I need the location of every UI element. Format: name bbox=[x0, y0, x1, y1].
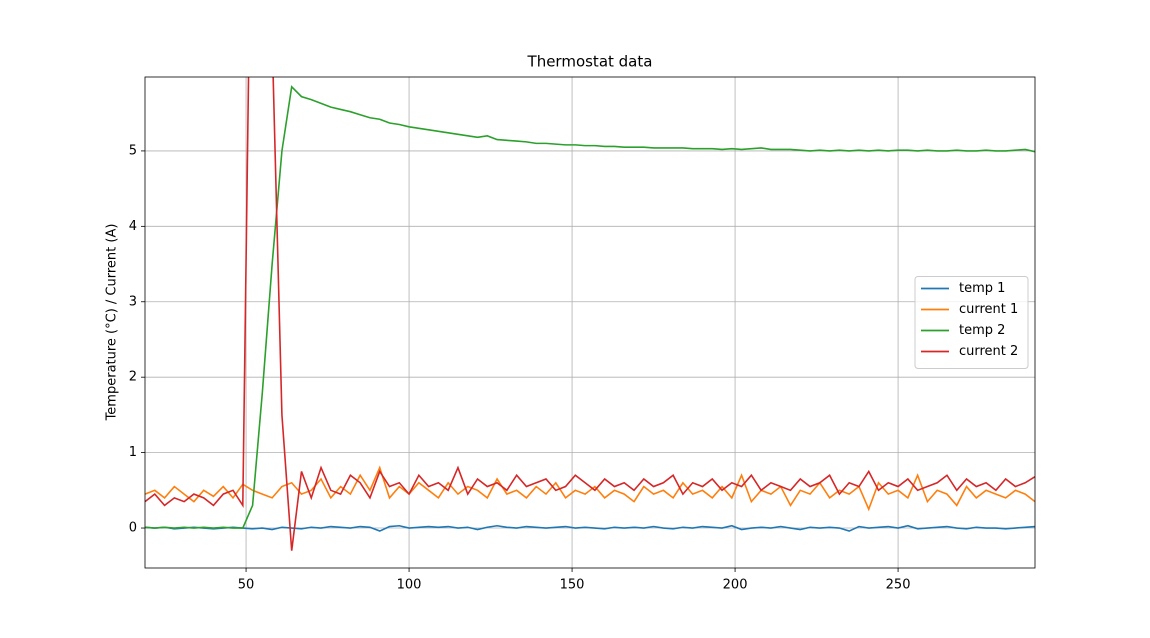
legend-label: current 1 bbox=[959, 302, 1018, 317]
y-tick-label: 3 bbox=[129, 294, 137, 309]
x-tick-label: 150 bbox=[560, 578, 585, 593]
y-tick-label: 2 bbox=[129, 370, 137, 385]
legend-label: temp 2 bbox=[959, 323, 1005, 338]
x-tick-label: 50 bbox=[238, 578, 255, 593]
legend-box bbox=[914, 276, 1029, 369]
plot-area bbox=[145, 77, 1035, 551]
x-tick-label: 250 bbox=[886, 578, 911, 593]
legend: temp 1 current 1 temp 2 current 2 bbox=[914, 276, 1029, 369]
plot-frame bbox=[144, 76, 1036, 569]
y-tick-label: 1 bbox=[129, 445, 137, 460]
x-tick-label: 200 bbox=[723, 578, 748, 593]
data-line bbox=[145, 77, 1035, 551]
data-line bbox=[145, 524, 1035, 532]
y-axis-label: Temperature (°C) / Current (A) bbox=[105, 224, 120, 422]
chart-title: Thermostat data bbox=[527, 53, 653, 71]
data-line bbox=[145, 465, 1035, 512]
x-tick-label: 100 bbox=[397, 578, 422, 593]
legend-label: temp 1 bbox=[959, 281, 1005, 296]
y-tick-label: 5 bbox=[129, 143, 137, 158]
legend-label: current 2 bbox=[959, 344, 1018, 359]
y-tick-label: 4 bbox=[129, 219, 137, 234]
data-line bbox=[145, 85, 1035, 529]
y-tick-label: 0 bbox=[129, 521, 137, 536]
